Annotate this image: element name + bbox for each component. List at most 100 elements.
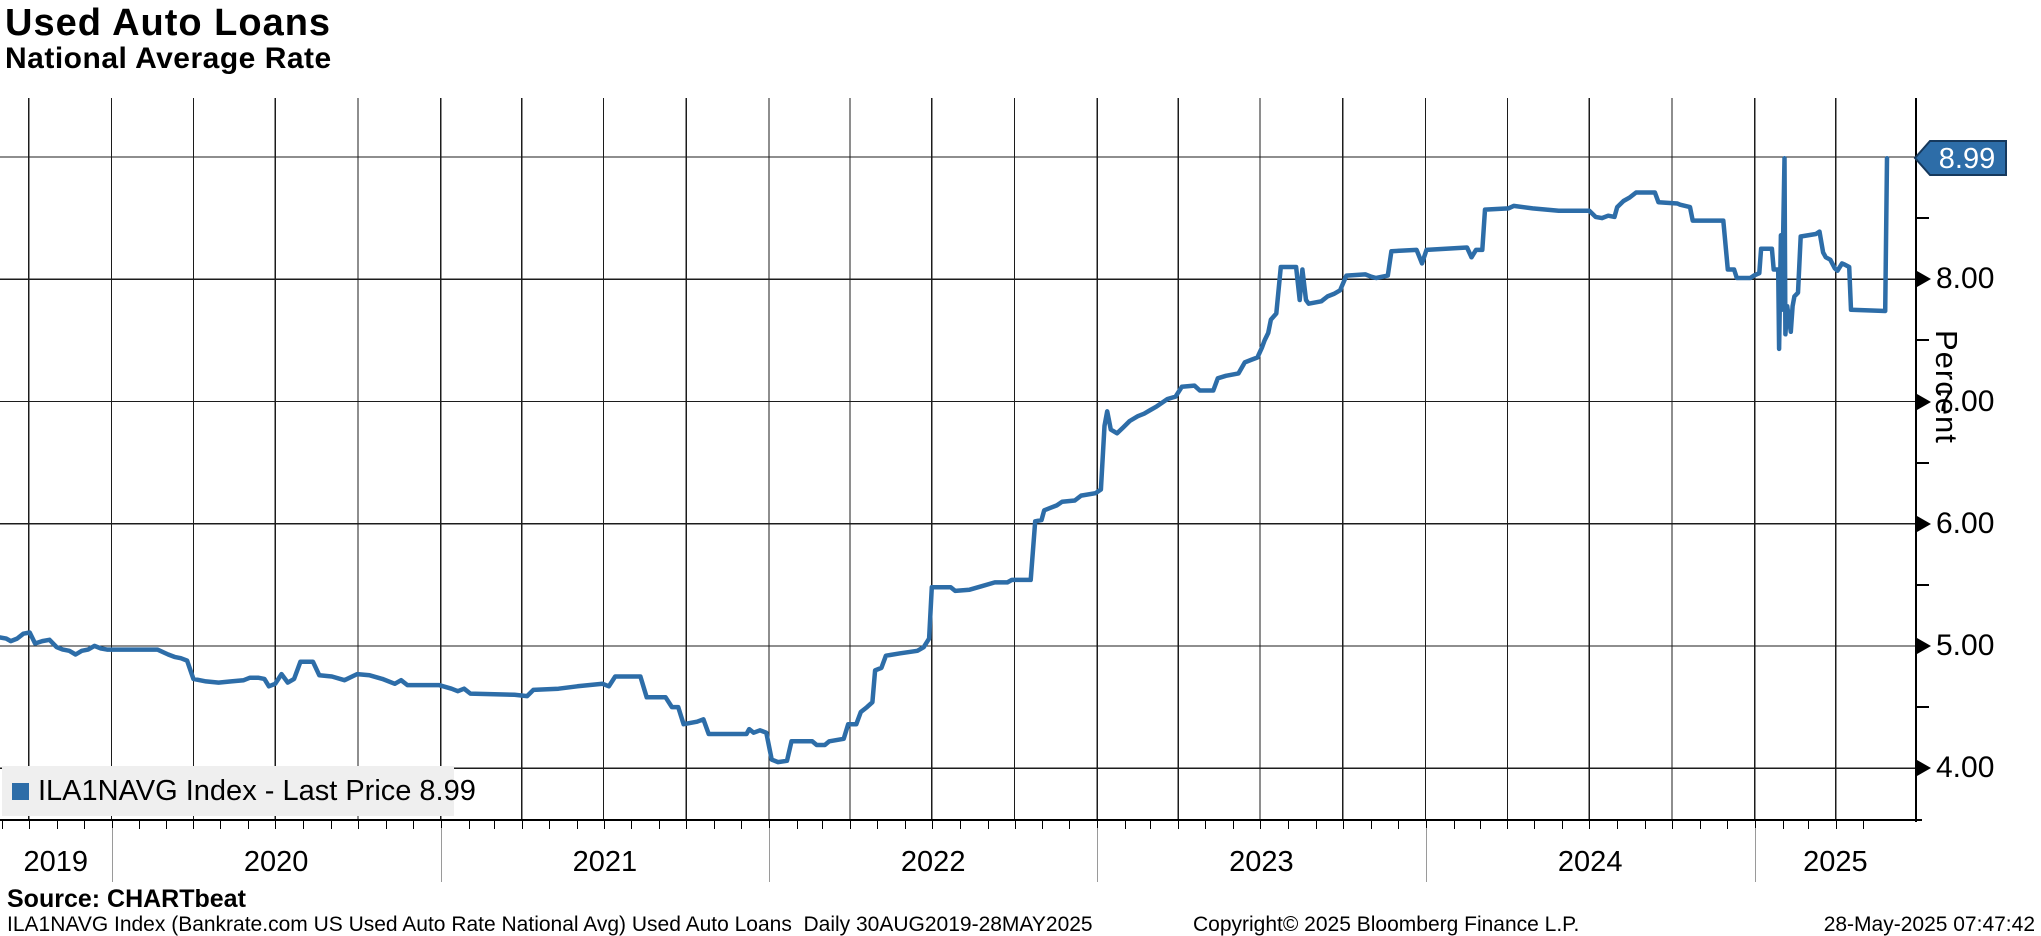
month-tick <box>139 821 141 829</box>
month-tick <box>1507 821 1509 829</box>
month-tick <box>385 821 387 829</box>
month-tick <box>56 821 58 829</box>
x-axis-year-label: 2019 <box>23 846 89 878</box>
month-tick <box>1097 821 1099 829</box>
month-tick <box>1672 821 1673 829</box>
y-tick-arrow-icon <box>1917 637 1931 654</box>
chart-canvas[interactable] <box>0 98 1916 820</box>
month-tick <box>1150 821 1152 829</box>
y-tick-arrow-icon <box>1917 271 1931 288</box>
month-tick <box>303 821 305 829</box>
month-tick <box>1617 821 1619 829</box>
legend-series-label: ILA1NAVG Index - Last Price <box>38 774 412 807</box>
month-tick <box>1014 821 1016 829</box>
month-tick <box>1479 821 1481 829</box>
series-line-ila1navg[interactable] <box>0 156 1890 765</box>
y-axis-unit-label: Percent <box>1929 330 1964 444</box>
month-tick <box>1125 821 1127 829</box>
month-tick <box>659 821 661 829</box>
legend-last-price: 8.99 <box>419 774 476 807</box>
month-tick <box>876 821 878 829</box>
month-tick <box>822 821 824 829</box>
series-marker-icon <box>12 782 29 800</box>
month-tick <box>1562 821 1564 829</box>
month-tick <box>1042 821 1044 829</box>
chart-plot-area[interactable]: ILA1NAVG Index - Last Price 8.99 <box>0 98 1916 820</box>
y-minor-tick <box>1916 461 1929 464</box>
month-tick <box>850 821 851 829</box>
month-tick <box>440 821 442 829</box>
x-axis-year-label: 2024 <box>1557 846 1623 878</box>
month-tick <box>165 821 167 829</box>
year-separator <box>1425 828 1427 882</box>
y-tick-label: 5.00 <box>1936 628 1995 662</box>
y-minor-tick <box>1916 583 1929 586</box>
month-tick <box>1835 821 1837 829</box>
last-price-badge-shape <box>1913 140 2007 177</box>
month-tick <box>493 821 495 829</box>
month-tick <box>741 821 743 829</box>
legend[interactable]: ILA1NAVG Index - Last Price 8.99 <box>2 766 476 816</box>
month-tick <box>1425 821 1427 829</box>
month-tick <box>358 821 359 829</box>
month-tick <box>796 821 798 829</box>
year-separator <box>1097 828 1099 882</box>
source-text: Source: CHARTbeat <box>7 885 246 913</box>
x-axis-year-label: 2025 <box>1803 846 1868 878</box>
month-tick <box>1 821 3 829</box>
month-tick <box>1453 821 1455 829</box>
month-tick <box>769 821 770 829</box>
x-axis-year-label: 2020 <box>243 846 309 878</box>
y-tick-label: 4.00 <box>1936 751 1995 785</box>
month-tick <box>83 821 85 829</box>
month-tick <box>1534 821 1536 829</box>
last-price-badge: 8.99 <box>1913 140 2007 177</box>
y-minor-tick <box>1916 706 1929 709</box>
x-axis-year-label: 2022 <box>900 846 966 878</box>
year-separator <box>111 828 113 882</box>
y-tick-arrow-icon <box>1917 393 1931 410</box>
month-tick <box>111 821 113 829</box>
year-separator <box>769 828 770 882</box>
month-tick <box>1178 821 1180 829</box>
month-tick <box>248 821 250 829</box>
month-tick <box>1342 821 1344 829</box>
y-tick-label: 7.00 <box>1936 384 1995 418</box>
y-minor-tick <box>1916 339 1929 342</box>
month-tick <box>1370 821 1372 829</box>
year-separator <box>1754 828 1756 882</box>
last-price-badge-value: 8.99 <box>1939 143 1995 175</box>
month-tick <box>1589 821 1591 829</box>
month-tick <box>1397 821 1399 829</box>
month-tick <box>1645 821 1647 829</box>
month-tick <box>576 821 578 829</box>
month-tick <box>603 821 605 829</box>
month-tick <box>521 821 523 829</box>
y-axis-line <box>1915 98 1917 822</box>
timestamp-text: 28-May-2025 07:47:42 <box>1823 913 2035 936</box>
month-tick <box>1782 821 1784 829</box>
year-separator <box>440 828 442 882</box>
copyright-text: Copyright© 2025 Bloomberg Finance L.P. <box>1193 913 1580 936</box>
month-tick <box>1726 821 1728 829</box>
month-tick <box>631 821 633 829</box>
month-tick <box>1260 821 1262 829</box>
month-tick <box>1288 821 1289 829</box>
y-minor-tick <box>1916 217 1929 220</box>
month-tick <box>714 821 716 829</box>
chart-description-text: ILA1NAVG Index (Bankrate.com US Used Aut… <box>7 913 1093 936</box>
month-tick <box>1205 821 1207 829</box>
month-tick <box>1233 821 1235 829</box>
y-tick-label: 6.00 <box>1936 506 1995 540</box>
month-tick <box>686 821 688 829</box>
month-tick <box>28 821 30 829</box>
month-tick <box>275 821 277 829</box>
month-tick <box>987 821 989 829</box>
month-tick <box>959 821 961 829</box>
page-subtitle: National Average Rate <box>5 42 332 75</box>
y-tick-arrow-icon <box>1917 515 1931 532</box>
month-tick <box>220 821 222 829</box>
month-tick <box>1069 821 1071 829</box>
page-title: Used Auto Loans <box>5 2 332 44</box>
